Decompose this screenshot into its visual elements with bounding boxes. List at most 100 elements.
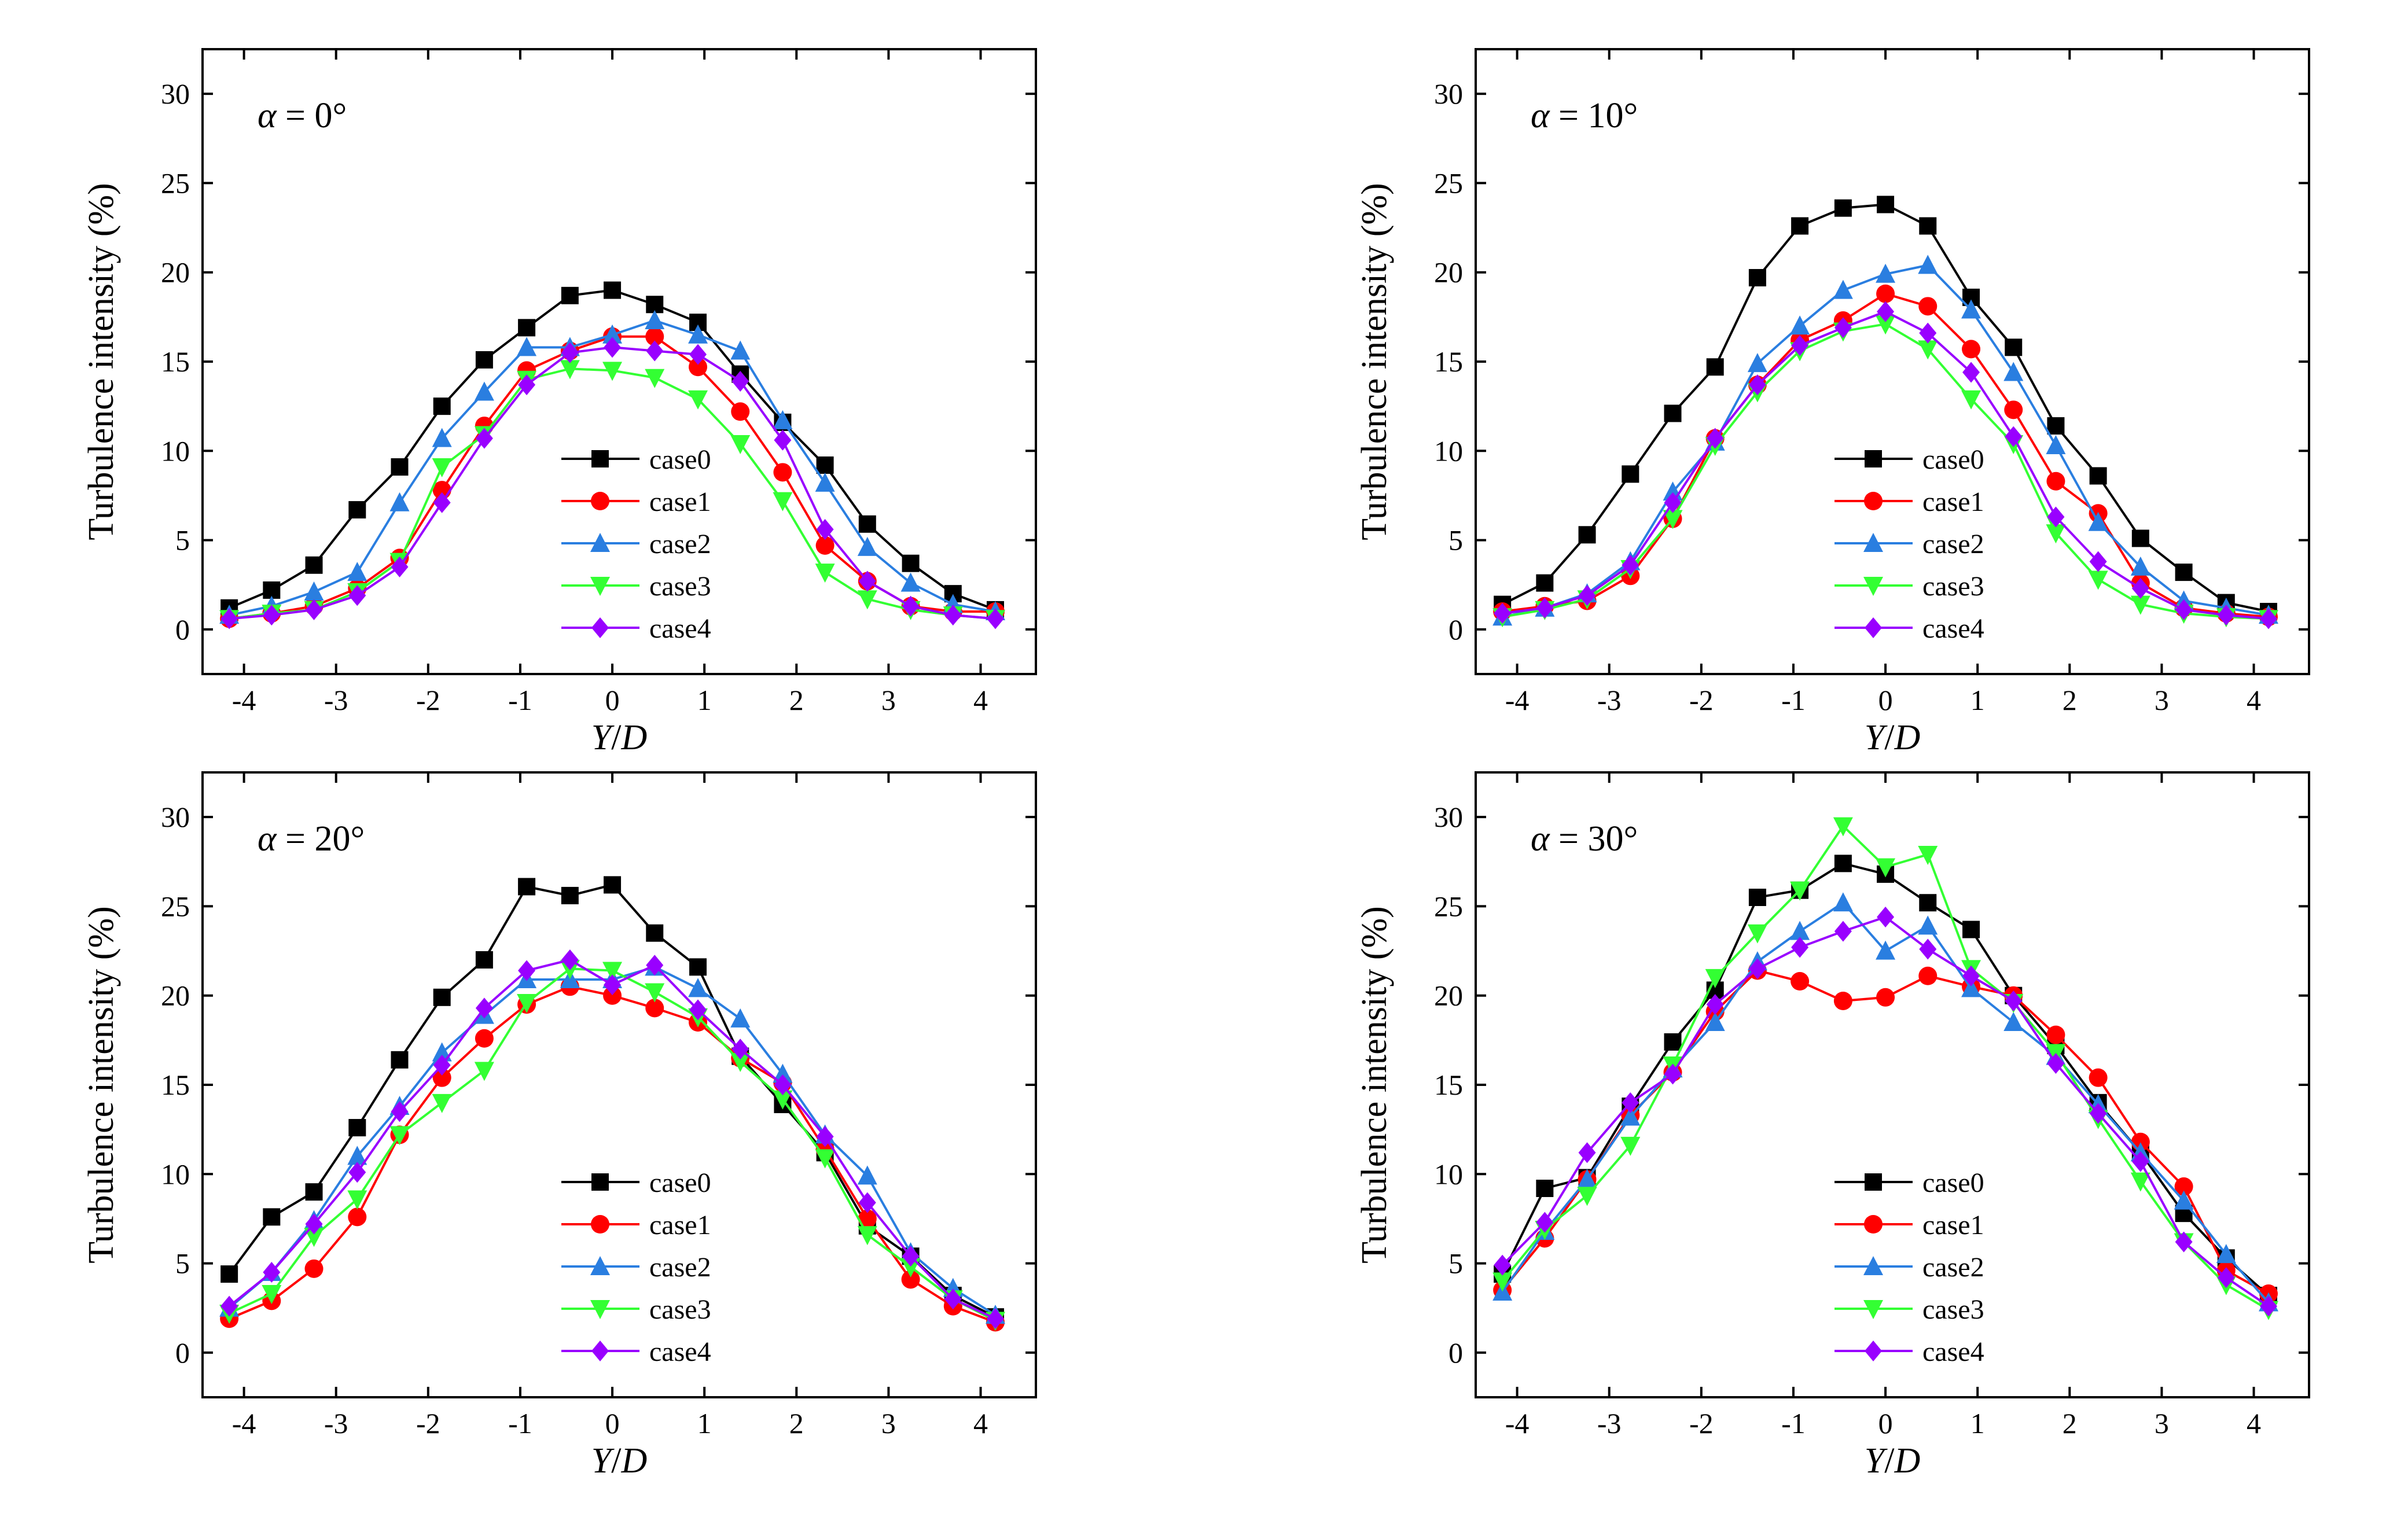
x-axis-label-sep: / — [611, 718, 622, 757]
data-point-case4 — [689, 999, 707, 1021]
data-point-case2 — [2130, 556, 2150, 576]
x-tick-label: 0 — [605, 684, 620, 716]
data-point-case2 — [2174, 1190, 2194, 1210]
data-point-case0 — [1536, 574, 1554, 592]
panel-title: α = 30° — [1531, 819, 1638, 859]
data-point-case4 — [2217, 1267, 2235, 1288]
data-point-case2 — [2003, 362, 2024, 381]
data-point-case0 — [305, 1183, 323, 1201]
data-point-case2 — [347, 562, 367, 581]
data-point-case4 — [305, 1213, 323, 1235]
x-tick-label: -2 — [416, 684, 440, 716]
data-point-case0 — [475, 951, 493, 969]
x-tick-label: -3 — [1597, 1407, 1622, 1439]
legend-marker-case0 — [1865, 1173, 1882, 1191]
legend-marker-case1 — [591, 492, 609, 510]
x-axis-label-y: Y — [1865, 1441, 1888, 1481]
data-point-case4 — [518, 960, 536, 981]
data-point-case1 — [2046, 1025, 2065, 1044]
legend-label-case3: case3 — [649, 571, 711, 602]
data-point-case0 — [689, 958, 707, 976]
legend-label-case3: case3 — [1922, 1294, 1984, 1325]
legend-marker-case3 — [590, 577, 610, 596]
data-point-case4 — [1706, 994, 1724, 1015]
data-point-case2 — [815, 472, 835, 492]
y-tick-label: 5 — [1449, 1247, 1463, 1280]
data-point-case2 — [474, 381, 494, 401]
data-point-case4 — [2175, 599, 2193, 620]
data-point-case0 — [646, 924, 664, 942]
data-point-case1 — [1791, 972, 1810, 991]
data-point-case2 — [432, 428, 452, 447]
legend-label-case4: case4 — [649, 613, 711, 644]
data-point-case4 — [263, 605, 281, 626]
y-tick-label: 10 — [1434, 435, 1463, 467]
data-point-case0 — [1536, 1179, 1554, 1197]
data-point-case3 — [602, 362, 623, 381]
legend-marker-case2 — [590, 1256, 610, 1275]
data-point-case3 — [857, 1226, 877, 1246]
panel-title-symbol: α — [1531, 819, 1550, 859]
data-point-case4 — [2217, 605, 2235, 626]
data-point-case4 — [475, 428, 493, 449]
data-point-case2 — [1833, 279, 1853, 299]
data-point-case1 — [2004, 400, 2023, 419]
x-tick-label: -1 — [508, 684, 532, 716]
x-tick-label: 3 — [881, 684, 896, 716]
data-point-case0 — [348, 1119, 366, 1137]
legend-marker-case2 — [590, 533, 610, 552]
y-tick-label: 10 — [161, 435, 190, 467]
data-point-case4 — [1791, 335, 1809, 356]
data-point-case2 — [688, 324, 708, 344]
data-point-case2 — [2088, 511, 2108, 531]
data-point-case2 — [773, 410, 793, 429]
legend-label-case2: case2 — [649, 529, 711, 559]
legend-label-case0: case0 — [649, 1168, 711, 1198]
legend-label-case1: case1 — [1922, 1210, 1984, 1240]
x-tick-label: 4 — [2247, 684, 2261, 716]
y-tick-label: 0 — [175, 1336, 190, 1369]
x-tick-label: 2 — [789, 1407, 804, 1439]
y-tick-label: 25 — [1434, 167, 1463, 199]
data-point-case4 — [1877, 906, 1895, 927]
y-axis-label: Turbulence intensity (%) — [82, 906, 121, 1264]
x-axis-label-sep: / — [1884, 718, 1895, 757]
data-point-case0 — [1706, 358, 1724, 376]
data-point-case4 — [561, 342, 579, 363]
data-point-case3 — [815, 564, 835, 583]
data-point-case3 — [857, 590, 877, 610]
data-point-case2 — [602, 324, 623, 344]
data-point-case4 — [1706, 428, 1724, 449]
x-axis-label: Y/D — [1865, 718, 1921, 757]
data-point-case0 — [1748, 889, 1766, 906]
legend-label-case3: case3 — [649, 1294, 711, 1325]
data-point-case4 — [1877, 301, 1895, 322]
data-point-case4 — [2175, 1231, 2193, 1253]
data-point-case1 — [432, 1068, 451, 1087]
y-tick-label: 15 — [1434, 1069, 1463, 1101]
data-point-case4 — [433, 492, 451, 513]
y-tick-label: 10 — [1434, 1158, 1463, 1190]
legend-label-case0: case0 — [649, 444, 711, 475]
panel-title: α = 10° — [1531, 96, 1638, 135]
data-point-case3 — [1918, 340, 1938, 360]
data-point-case0 — [1919, 217, 1937, 235]
data-point-case2 — [773, 1063, 793, 1083]
data-point-case4 — [1834, 317, 1852, 338]
data-point-case4 — [305, 599, 323, 620]
y-tick-label: 5 — [175, 1247, 190, 1280]
data-point-case0 — [263, 1208, 281, 1226]
data-point-case0 — [348, 501, 366, 519]
data-point-case0 — [391, 458, 409, 476]
y-tick-label: 30 — [1434, 78, 1463, 110]
data-point-case4 — [1578, 1142, 1596, 1164]
y-tick-label: 20 — [1434, 256, 1463, 289]
data-point-case0 — [2047, 417, 2065, 435]
y-tick-label: 15 — [161, 1069, 190, 1101]
y-tick-label: 20 — [1434, 980, 1463, 1012]
x-tick-label: 4 — [973, 1407, 988, 1439]
data-point-case2 — [304, 581, 324, 601]
data-point-case3 — [602, 962, 623, 981]
data-point-case0 — [1578, 526, 1596, 544]
data-point-case4 — [391, 1101, 409, 1122]
